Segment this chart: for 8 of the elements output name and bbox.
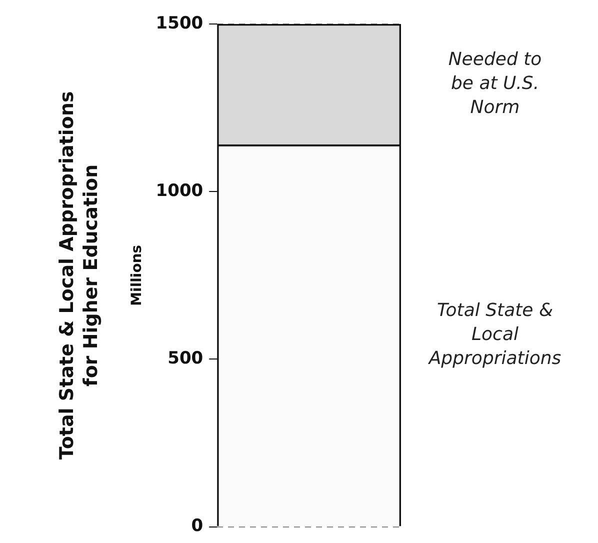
y-tick-label: 500 (168, 348, 204, 369)
y-tick-label: 0 (191, 516, 204, 536)
series-label: Total State & Local Appropriations (428, 300, 562, 370)
text: Total State & Local Appropriations for Higher Education (56, 91, 102, 460)
y-tick-label: 1000 (156, 181, 204, 202)
y-axis-title: Millions (129, 244, 146, 306)
text: Needed to be at U.S. Norm (448, 49, 542, 118)
y-tick-label: 1500 (156, 13, 204, 34)
